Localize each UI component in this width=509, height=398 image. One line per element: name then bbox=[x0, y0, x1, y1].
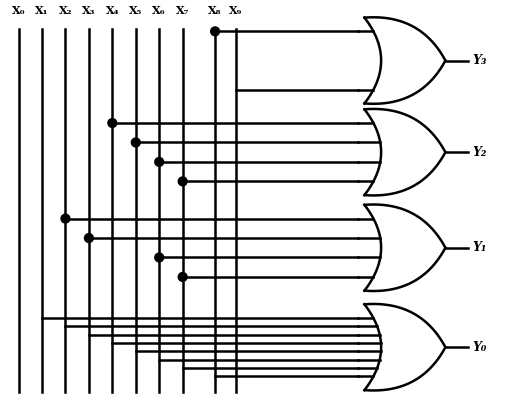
Circle shape bbox=[61, 214, 70, 223]
Text: X₅: X₅ bbox=[129, 5, 143, 16]
Text: X₁: X₁ bbox=[35, 5, 49, 16]
Circle shape bbox=[178, 273, 187, 281]
Text: X₄: X₄ bbox=[105, 5, 119, 16]
Text: X₆: X₆ bbox=[152, 5, 166, 16]
Circle shape bbox=[211, 27, 219, 36]
Text: Y₂: Y₂ bbox=[472, 146, 487, 159]
Text: X₃: X₃ bbox=[82, 5, 96, 16]
Text: X₈: X₈ bbox=[208, 5, 222, 16]
Text: Y₃: Y₃ bbox=[472, 54, 487, 67]
Text: X₂: X₂ bbox=[59, 5, 72, 16]
Text: Y₀: Y₀ bbox=[472, 341, 487, 354]
Circle shape bbox=[155, 158, 163, 166]
Circle shape bbox=[131, 138, 140, 147]
Text: Y₁: Y₁ bbox=[472, 241, 487, 254]
Text: X₀: X₀ bbox=[12, 5, 26, 16]
Circle shape bbox=[155, 253, 163, 262]
Circle shape bbox=[108, 119, 117, 127]
Text: X₉: X₉ bbox=[229, 5, 242, 16]
Circle shape bbox=[178, 177, 187, 186]
Text: X₇: X₇ bbox=[176, 5, 189, 16]
Circle shape bbox=[84, 234, 93, 242]
